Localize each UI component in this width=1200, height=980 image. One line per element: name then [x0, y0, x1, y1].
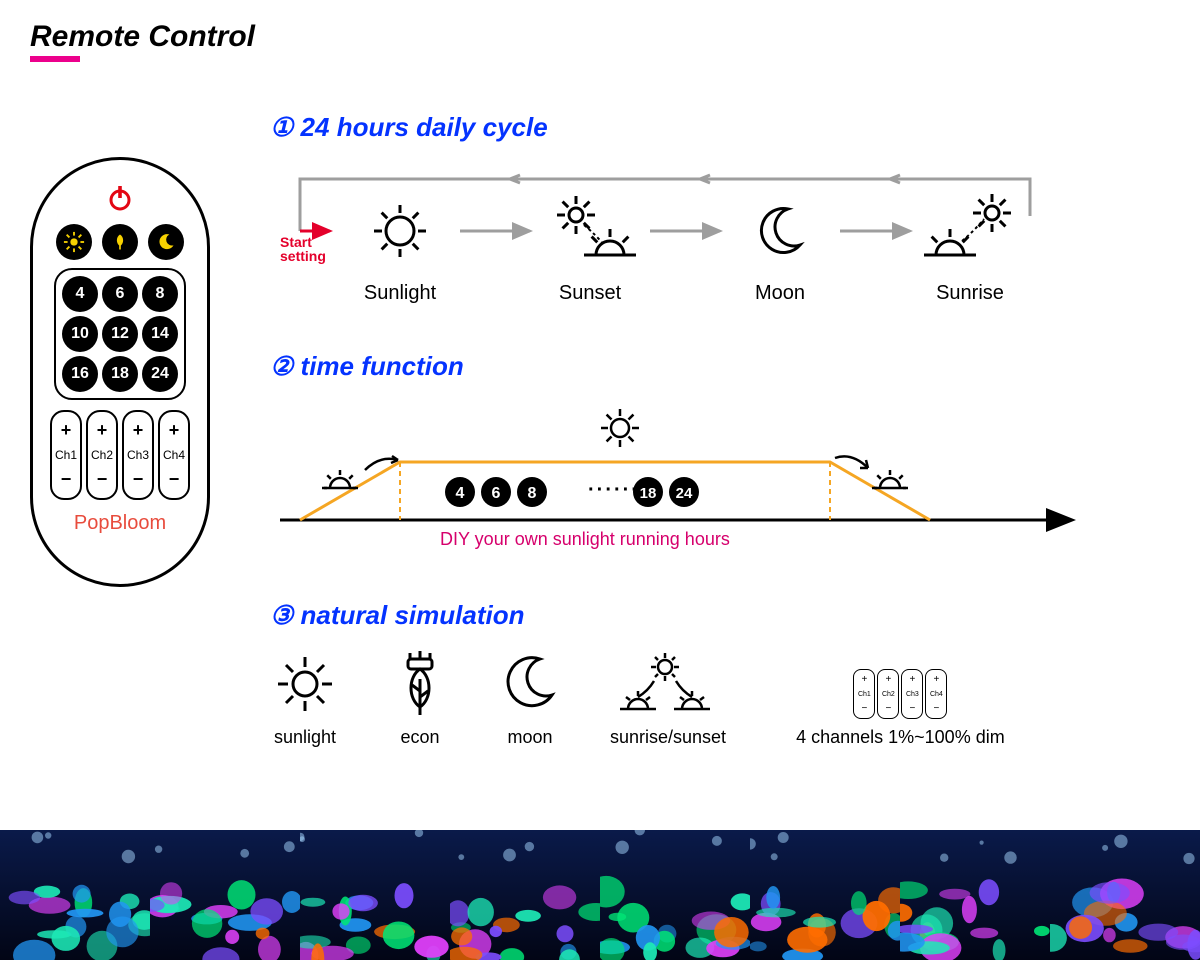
section-heading-1: ① 24 hours daily cycle [270, 112, 1170, 143]
power-icon[interactable] [105, 183, 135, 213]
num-6-button[interactable]: 6 [102, 276, 138, 312]
section-daily-cycle: ① 24 hours daily cycle StartsettingSunli… [270, 112, 1170, 311]
svg-text:8: 8 [528, 485, 537, 502]
sim-econ: econ [390, 649, 450, 748]
reef-panel-4 [600, 830, 750, 960]
remote-control: 468 101214 161824 +Ch1−+Ch2−+Ch3−+Ch4− Pop… [30, 157, 210, 587]
reef-panel-6 [900, 830, 1050, 960]
svg-text:4: 4 [456, 485, 465, 502]
svg-text:DIY your own sunlight running: DIY your own sunlight running hours [440, 529, 730, 549]
channel-row: +Ch1−+Ch2−+Ch3−+Ch4− [50, 410, 190, 500]
page-title: Remote Control [30, 20, 1170, 54]
sim-sunlight: sunlight [270, 649, 340, 748]
section-heading-3: ③ natural simulation [270, 600, 1170, 631]
section-heading-2: ② time function [270, 351, 1170, 382]
reef-panel-7 [1050, 830, 1200, 960]
num-12-button[interactable]: 12 [102, 316, 138, 352]
svg-text:Sunset: Sunset [559, 282, 622, 304]
sim-channels: +Ch1−+Ch2−+Ch3−+Ch4− 4 channels 1%~100% … [796, 669, 1005, 748]
accent-bar [30, 56, 80, 62]
mini-channel-row: +Ch1−+Ch2−+Ch3−+Ch4− [796, 669, 1005, 719]
reef-panel-5 [750, 830, 900, 960]
section-time-function: ② time function 4 6 8 ······18 24 DIY your ow… [270, 351, 1170, 560]
svg-text:Sunrise: Sunrise [936, 282, 1004, 304]
svg-text:18: 18 [640, 485, 657, 502]
num-14-button[interactable]: 14 [142, 316, 178, 352]
sim-moon: moon [500, 649, 560, 748]
ch4-button[interactable]: +Ch4− [158, 410, 190, 500]
num-8-button[interactable]: 8 [142, 276, 178, 312]
reef-panel-1 [150, 830, 300, 960]
svg-text:6: 6 [492, 485, 501, 502]
reef-panel-3 [450, 830, 600, 960]
reef-panel-0 [0, 830, 150, 960]
number-pad: 468 101214 161824 [54, 268, 186, 400]
mini-ch4: +Ch4− [925, 669, 947, 719]
mode-sun-button[interactable] [56, 224, 92, 260]
section-natural-simulation: ③ natural simulation sunlight econ moon [270, 600, 1170, 748]
svg-text:24: 24 [676, 485, 693, 502]
ch1-button[interactable]: +Ch1− [50, 410, 82, 500]
mini-ch1: +Ch1− [853, 669, 875, 719]
mode-eco-button[interactable] [102, 224, 138, 260]
svg-text:setting: setting [280, 248, 326, 264]
svg-text:Sunlight: Sunlight [364, 282, 437, 304]
num-18-button[interactable]: 18 [102, 356, 138, 392]
svg-text:······: ······ [588, 479, 640, 501]
ch2-button[interactable]: +Ch2− [86, 410, 118, 500]
reef-strip [0, 830, 1200, 960]
time-function-diagram: 4 6 8 ······18 24 DIY your own sunlight runni… [270, 400, 1090, 560]
cycle-diagram: StartsettingSunlightSunsetMoonSunrise [270, 161, 1090, 311]
mini-ch2: +Ch2− [877, 669, 899, 719]
mode-moon-button[interactable] [148, 224, 184, 260]
reef-panel-2 [300, 830, 450, 960]
ch3-button[interactable]: +Ch3− [122, 410, 154, 500]
mini-ch3: +Ch3− [901, 669, 923, 719]
svg-text:Moon: Moon [755, 282, 805, 304]
num-4-button[interactable]: 4 [62, 276, 98, 312]
num-10-button[interactable]: 10 [62, 316, 98, 352]
num-16-button[interactable]: 16 [62, 356, 98, 392]
num-24-button[interactable]: 24 [142, 356, 178, 392]
brand-label: PopBloom [74, 512, 166, 535]
sim-sunrise-sunset: sunrise/sunset [610, 649, 726, 748]
